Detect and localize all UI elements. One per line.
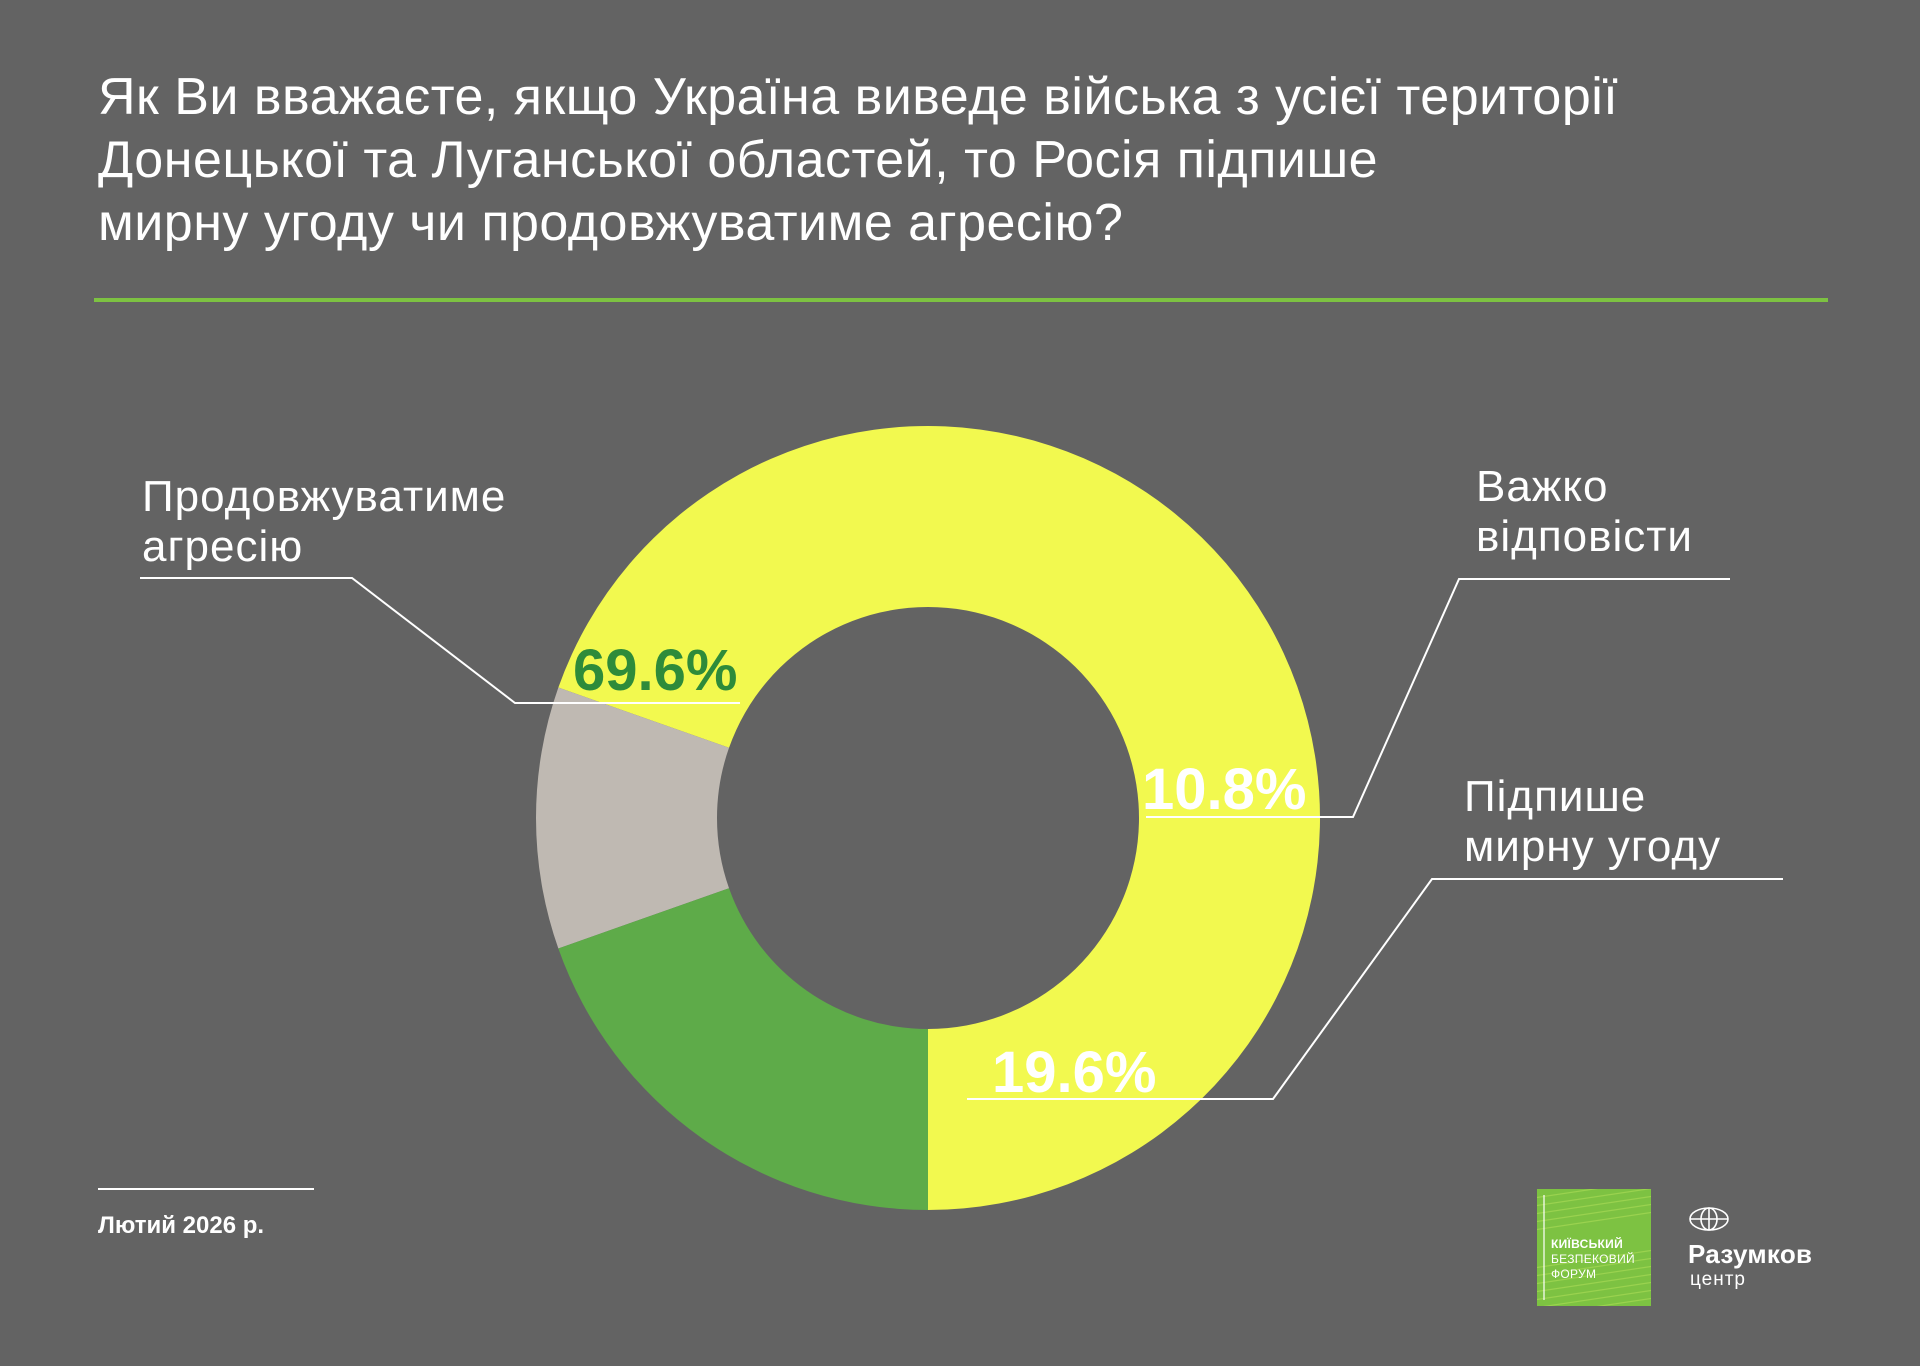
label-aggression-line-2: агресію xyxy=(142,522,304,571)
chart-title: Як Ви вважаєте, якщо Україна виведе війс… xyxy=(98,66,1858,255)
title-line-3: мирну угоду чи продовжуватиме агресію? xyxy=(98,194,1124,252)
kbf-line-2: БЕЗПЕКОВИЙ xyxy=(1551,1252,1635,1266)
label-difficult: Важко відповісти xyxy=(1476,462,1693,562)
razumkov-centre-logo: Разумков центр xyxy=(1688,1205,1848,1295)
label-difficult-line-1: Важко xyxy=(1476,462,1609,511)
title-line-2: Донецької та Луганської областей, то Рос… xyxy=(98,131,1379,189)
label-peace-line-2: мирну угоду xyxy=(1464,822,1722,871)
value-label-peace: 19.6% xyxy=(992,1040,1157,1105)
globe-icon xyxy=(1689,1207,1729,1231)
title-line-1: Як Ви вважаєте, якщо Україна виведе війс… xyxy=(98,68,1619,126)
label-aggression-line-1: Продовжуватиме xyxy=(142,472,507,521)
kyiv-security-forum-logo: КИЇВСЬКИЙ БЕЗПЕКОВИЙ ФОРУМ xyxy=(1537,1189,1651,1306)
callout-line-peace xyxy=(967,878,1783,1100)
logo-stripes-icon xyxy=(1537,1189,1651,1306)
label-aggression: Продовжуватиме агресію xyxy=(142,472,506,572)
razumkov-sub: центр xyxy=(1690,1269,1746,1290)
footer-date: Лютий 2026 р. xyxy=(98,1212,265,1239)
slice-aggression xyxy=(558,425,1320,1210)
label-peace-line-1: Підпише xyxy=(1464,772,1647,821)
slice-peace xyxy=(558,888,928,1210)
callout-line-difficult xyxy=(1146,578,1730,818)
razumkov-name: Разумков xyxy=(1688,1239,1813,1269)
label-peace: Підпише мирну угоду xyxy=(1464,772,1721,872)
callout-line-aggression xyxy=(140,577,740,704)
kbf-line-3: ФОРУМ xyxy=(1551,1267,1597,1281)
value-label-difficult: 10.8% xyxy=(1142,757,1307,822)
kbf-line-1: КИЇВСЬКИЙ xyxy=(1551,1237,1624,1251)
slice-difficult xyxy=(535,687,730,949)
value-label-aggression: 69.6% xyxy=(573,638,738,703)
footer-divider xyxy=(98,1188,314,1190)
label-difficult-line-2: відповісти xyxy=(1476,512,1694,561)
title-divider xyxy=(94,298,1828,302)
